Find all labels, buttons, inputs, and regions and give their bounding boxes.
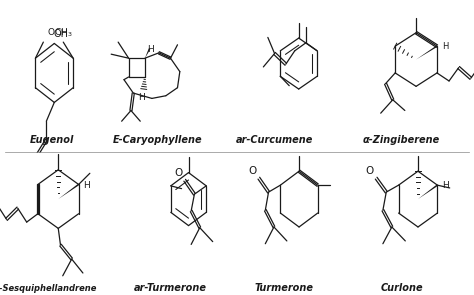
Text: H: H xyxy=(442,42,448,51)
Text: H: H xyxy=(442,181,448,190)
Text: H: H xyxy=(83,181,90,190)
Text: α-Zingiberene: α-Zingiberene xyxy=(363,135,440,145)
Text: Turmerone: Turmerone xyxy=(255,283,313,293)
Text: O: O xyxy=(248,166,256,176)
Text: H: H xyxy=(138,93,145,102)
Text: OH: OH xyxy=(54,30,69,40)
Text: Eugenol: Eugenol xyxy=(30,135,74,145)
Polygon shape xyxy=(416,45,438,60)
Text: E-Caryophyllene: E-Caryophyllene xyxy=(113,135,202,145)
Text: ar-Curcumene: ar-Curcumene xyxy=(236,135,313,145)
Text: O: O xyxy=(174,168,182,178)
Polygon shape xyxy=(145,48,150,58)
Text: Curlone: Curlone xyxy=(381,283,424,293)
Text: OCH$_3$: OCH$_3$ xyxy=(47,27,73,40)
Text: O: O xyxy=(365,166,374,176)
Text: β-Sesquiphellandrene: β-Sesquiphellandrene xyxy=(0,283,97,293)
Text: ar-Turmerone: ar-Turmerone xyxy=(134,283,207,293)
Text: H: H xyxy=(147,45,154,54)
Polygon shape xyxy=(418,184,438,199)
Polygon shape xyxy=(58,184,79,199)
